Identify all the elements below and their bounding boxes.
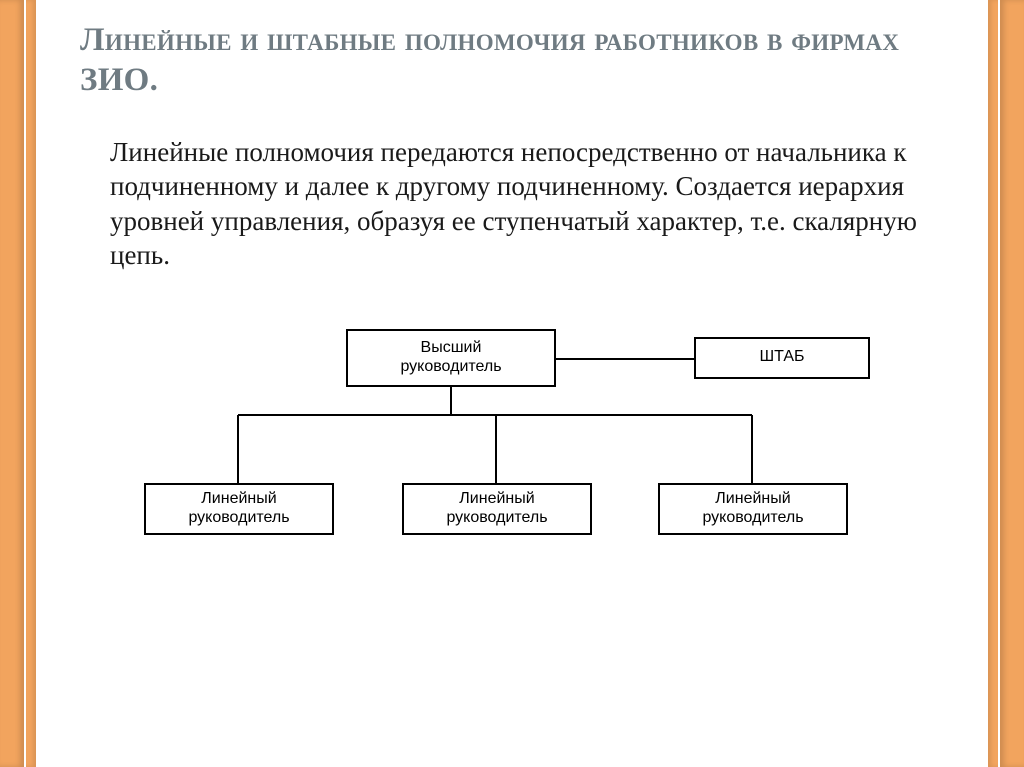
slide-content: Линейные и штабные полномочия работников… [0,0,1024,549]
slide-title: Линейные и штабные полномочия работников… [80,20,944,101]
diagram-node-b3: Линейный руководитель [658,483,848,535]
diagram-node-b1: Линейный руководитель [144,483,334,535]
slide-body-text: Линейные полномочия передаются непосредс… [80,135,944,273]
diagram-node-top: Высший руководитель [346,329,556,387]
accent-bar-right [998,0,1024,767]
accent-bar-left [0,0,26,767]
slide-title-text: Линейные и штабные полномочия работников… [80,22,899,98]
org-diagram: Высший руководитель ШТАБ Линейный руководи… [142,329,882,549]
diagram-node-staff: ШТАБ [694,337,870,379]
diagram-node-b2: Линейный руководитель [402,483,592,535]
